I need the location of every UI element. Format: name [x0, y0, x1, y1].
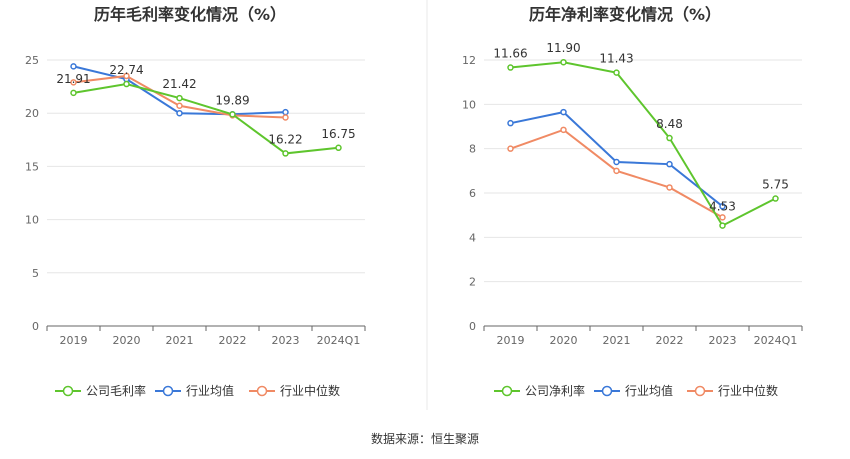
x-tick-label: 2022	[656, 334, 684, 347]
data-point-company	[176, 94, 183, 102]
data-point-company	[666, 134, 673, 142]
legend-label-industry_median: 行业中位数	[280, 383, 340, 398]
data-point-company	[560, 58, 567, 66]
legend-marker-industry_avg	[162, 385, 174, 397]
y-tick-label: 10	[462, 98, 476, 111]
x-tick-label: 2021	[603, 334, 631, 347]
data-label: 4.53	[709, 200, 736, 214]
y-tick-label: 0	[32, 320, 39, 333]
data-point-industry_avg	[719, 203, 726, 210]
y-tick-label: 0	[469, 320, 476, 333]
legend-marker-industry_avg	[601, 385, 613, 397]
data-point-industry_median	[666, 184, 673, 191]
data-point-industry_avg	[560, 108, 567, 116]
data-point-industry_avg	[613, 158, 620, 166]
data-point-company	[123, 80, 130, 88]
legend-label-company: 公司毛利率	[86, 383, 146, 398]
data-point-industry_median	[613, 167, 620, 175]
data-point-industry_avg	[282, 108, 289, 116]
x-tick-label: 2021	[166, 334, 194, 347]
data-point-industry_median	[176, 102, 183, 110]
data-point-industry_median	[560, 126, 567, 134]
y-tick-label: 2	[469, 276, 476, 289]
legend-label-company: 公司净利率	[525, 383, 585, 398]
data-point-industry_median	[507, 145, 514, 152]
legend-marker-company	[501, 385, 513, 397]
data-label: 21.42	[162, 77, 196, 91]
data-label: 11.66	[493, 47, 527, 61]
legend-marker-industry_median	[694, 385, 706, 397]
y-tick-label: 6	[469, 187, 476, 200]
data-point-company	[507, 64, 514, 71]
x-tick-label: 2020	[113, 334, 141, 347]
data-point-company	[772, 195, 779, 202]
x-tick-label: 2023	[709, 334, 737, 347]
data-point-company	[229, 111, 236, 118]
data-point-industry_avg	[70, 63, 77, 70]
data-label: 8.48	[656, 117, 683, 131]
data-point-industry_median	[719, 214, 726, 221]
legend-marker-industry_median	[256, 385, 268, 397]
y-tick-label: 12	[462, 54, 476, 67]
x-tick-label: 2019	[497, 334, 525, 347]
x-tick-label: 2019	[60, 334, 88, 347]
y-tick-label: 20	[25, 107, 39, 120]
data-point-company	[70, 89, 77, 97]
y-tick-label: 15	[25, 160, 39, 173]
data-point-company	[613, 69, 620, 76]
data-point-industry_avg	[507, 119, 514, 127]
data-point-industry_median	[282, 114, 289, 121]
y-tick-label: 8	[469, 143, 476, 156]
x-tick-label: 2020	[550, 334, 578, 347]
legend-marker-company	[62, 385, 74, 397]
chart-title-1: 历年毛利率变化情况（%）	[94, 5, 286, 24]
data-label: 11.90	[546, 41, 580, 55]
data-label: 16.75	[321, 127, 355, 141]
data-source: 数据来源：恒生聚源	[371, 431, 479, 446]
y-tick-label: 10	[25, 214, 39, 227]
data-label: 21.91	[56, 72, 90, 86]
series-line-company	[510, 61, 776, 227]
x-tick-label: 2024Q1	[754, 334, 798, 347]
data-point-industry_avg	[666, 160, 673, 168]
data-label: 19.89	[215, 93, 249, 107]
legend-label-industry_avg: 行业均值	[186, 383, 234, 398]
x-tick-label: 2022	[219, 334, 247, 347]
data-label: 22.74	[109, 63, 143, 77]
data-point-industry_avg	[176, 109, 183, 117]
data-point-industry_median	[70, 79, 77, 86]
series-line-company	[73, 83, 339, 155]
data-point-industry_median	[123, 72, 130, 80]
y-tick-label: 4	[469, 231, 476, 244]
y-tick-label: 5	[32, 267, 39, 280]
legend-label-industry_avg: 行业均值	[625, 383, 673, 398]
data-label: 11.43	[599, 52, 633, 66]
x-tick-label: 2024Q1	[317, 334, 361, 347]
x-tick-label: 2023	[272, 334, 300, 347]
y-tick-label: 25	[25, 54, 39, 67]
data-point-company	[282, 150, 289, 157]
chart-title-2: 历年净利率变化情况（%）	[529, 5, 721, 24]
data-point-company	[335, 144, 342, 152]
data-label: 5.75	[762, 178, 789, 192]
data-label: 16.22	[268, 132, 302, 146]
legend-label-industry_median: 行业中位数	[718, 383, 778, 398]
data-point-company	[719, 222, 726, 229]
